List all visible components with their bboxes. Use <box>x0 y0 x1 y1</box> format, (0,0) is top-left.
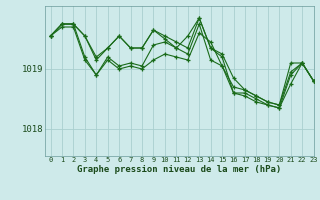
X-axis label: Graphe pression niveau de la mer (hPa): Graphe pression niveau de la mer (hPa) <box>77 165 281 174</box>
